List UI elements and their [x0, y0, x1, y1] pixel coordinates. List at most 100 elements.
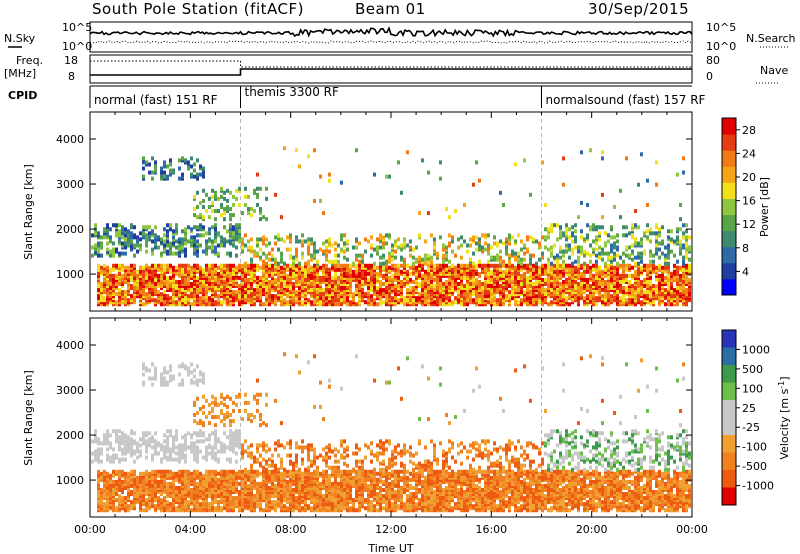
power-colorbar-swatch — [722, 246, 736, 264]
power-echo-cell — [286, 290, 289, 295]
power-echo-cell — [199, 284, 202, 289]
power-echo-cell — [160, 237, 163, 242]
power-echo-cell — [547, 279, 550, 284]
power-echo-cell — [133, 265, 136, 270]
power-echo-cell — [412, 261, 415, 266]
power-echo-cell — [565, 237, 568, 242]
power-echo-cell — [469, 269, 472, 274]
power-echo-cell — [643, 265, 646, 270]
power-echo-cell — [571, 296, 574, 301]
velocity-echo-cell — [103, 471, 106, 476]
power-echo-cell — [184, 294, 187, 299]
power-echo-cell — [688, 265, 691, 270]
power-echo-cell — [679, 227, 682, 232]
velocity-echo-cell — [103, 490, 106, 495]
power-echo-cell — [277, 277, 280, 282]
power-echo-cell — [469, 267, 472, 272]
power-echo-cell — [172, 170, 175, 175]
power-echo-cell — [574, 237, 577, 242]
power-echo-cell — [157, 235, 160, 240]
power-echo-cell — [643, 294, 646, 299]
power-echo-cell — [655, 235, 658, 240]
velocity-echo-cell — [103, 483, 106, 488]
power-echo-cell — [337, 286, 340, 291]
power-echo-cell — [226, 294, 229, 299]
power-echo-cell — [337, 243, 340, 248]
power-echo-cell — [316, 298, 319, 303]
velocity-echo-cell — [166, 500, 169, 505]
power-echo-cell — [298, 261, 301, 266]
power-echo-cell — [607, 281, 610, 286]
power-echo-cell — [670, 275, 673, 280]
velocity-echo-cell — [133, 487, 136, 492]
power-echo-cell — [526, 284, 529, 289]
power-echo-cell — [610, 286, 613, 291]
power-echo-cell — [232, 281, 235, 286]
power-echo-cell — [391, 251, 394, 256]
power-echo-cell — [103, 286, 106, 291]
power-colorbar-swatch — [722, 166, 736, 183]
velocity-echo-cell — [160, 447, 163, 452]
power-echo-cell — [394, 292, 397, 297]
power-echo-cell — [607, 298, 610, 303]
power-echo-cell — [676, 227, 679, 232]
power-echo-cell — [205, 288, 208, 293]
power-echo-cell — [229, 269, 232, 274]
power-echo-cell — [583, 300, 586, 305]
power-echo-cell — [307, 241, 310, 246]
power-echo-cell — [400, 247, 403, 252]
power-echo-cell — [625, 302, 628, 307]
velocity-echo-cell — [151, 437, 154, 442]
power-echo-cell — [322, 288, 325, 293]
velocity-echo-cell — [172, 483, 175, 488]
power-echo-cell — [529, 290, 532, 295]
power-echo-cell — [250, 271, 253, 276]
power-echo-cell — [154, 233, 157, 238]
power-echo-cell — [289, 294, 292, 299]
power-echo-cell — [490, 284, 493, 289]
power-echo-cell — [484, 302, 487, 307]
velocity-echo-cell — [130, 483, 133, 488]
power-echo-cell — [409, 298, 412, 303]
power-echo-cell — [349, 273, 352, 278]
power-echo-cell — [286, 273, 289, 278]
power-echo-cell — [355, 239, 358, 244]
power-echo-cell — [454, 277, 457, 282]
power-echo-cell — [661, 241, 664, 246]
velocity-echo-cell — [139, 490, 142, 495]
power-echo-cell — [310, 253, 313, 258]
power-echo-cell — [289, 267, 292, 272]
power-echo-cell — [136, 277, 139, 282]
power-echo-cell — [487, 247, 490, 252]
power-echo-cell — [535, 290, 538, 295]
power-echo-cell — [430, 286, 433, 291]
velocity-echo-cell — [145, 481, 148, 486]
power-echo-cell — [601, 251, 604, 256]
power-echo-cell — [184, 286, 187, 291]
power-echo-cell — [547, 235, 550, 240]
power-echo-cell — [577, 296, 580, 301]
power-echo-cell — [298, 265, 301, 270]
power-echo-cell — [640, 237, 643, 242]
velocity-echo-cell — [178, 502, 181, 507]
power-echo-cell — [457, 292, 460, 297]
power-echo-cell — [592, 302, 595, 307]
power-echo-cell — [679, 279, 682, 284]
power-echo-cell — [232, 237, 235, 242]
power-echo-cell — [538, 296, 541, 301]
velocity-echo-cell — [97, 477, 100, 482]
power-echo-cell — [478, 284, 481, 289]
power-echo-cell — [229, 267, 232, 272]
power-echo-cell — [439, 279, 442, 284]
velocity-echo-cell — [145, 492, 148, 497]
power-echo-cell — [625, 267, 628, 272]
power-echo-cell — [640, 255, 643, 260]
power-echo-cell — [235, 245, 238, 250]
velocity-echo-cell — [169, 502, 172, 507]
power-echo-cell — [454, 288, 457, 293]
power-echo-cell — [481, 265, 484, 270]
power-echo-cell — [403, 273, 406, 278]
power-echo-cell — [550, 267, 553, 272]
power-echo-cell — [523, 251, 526, 256]
power-echo-cell — [523, 271, 526, 276]
